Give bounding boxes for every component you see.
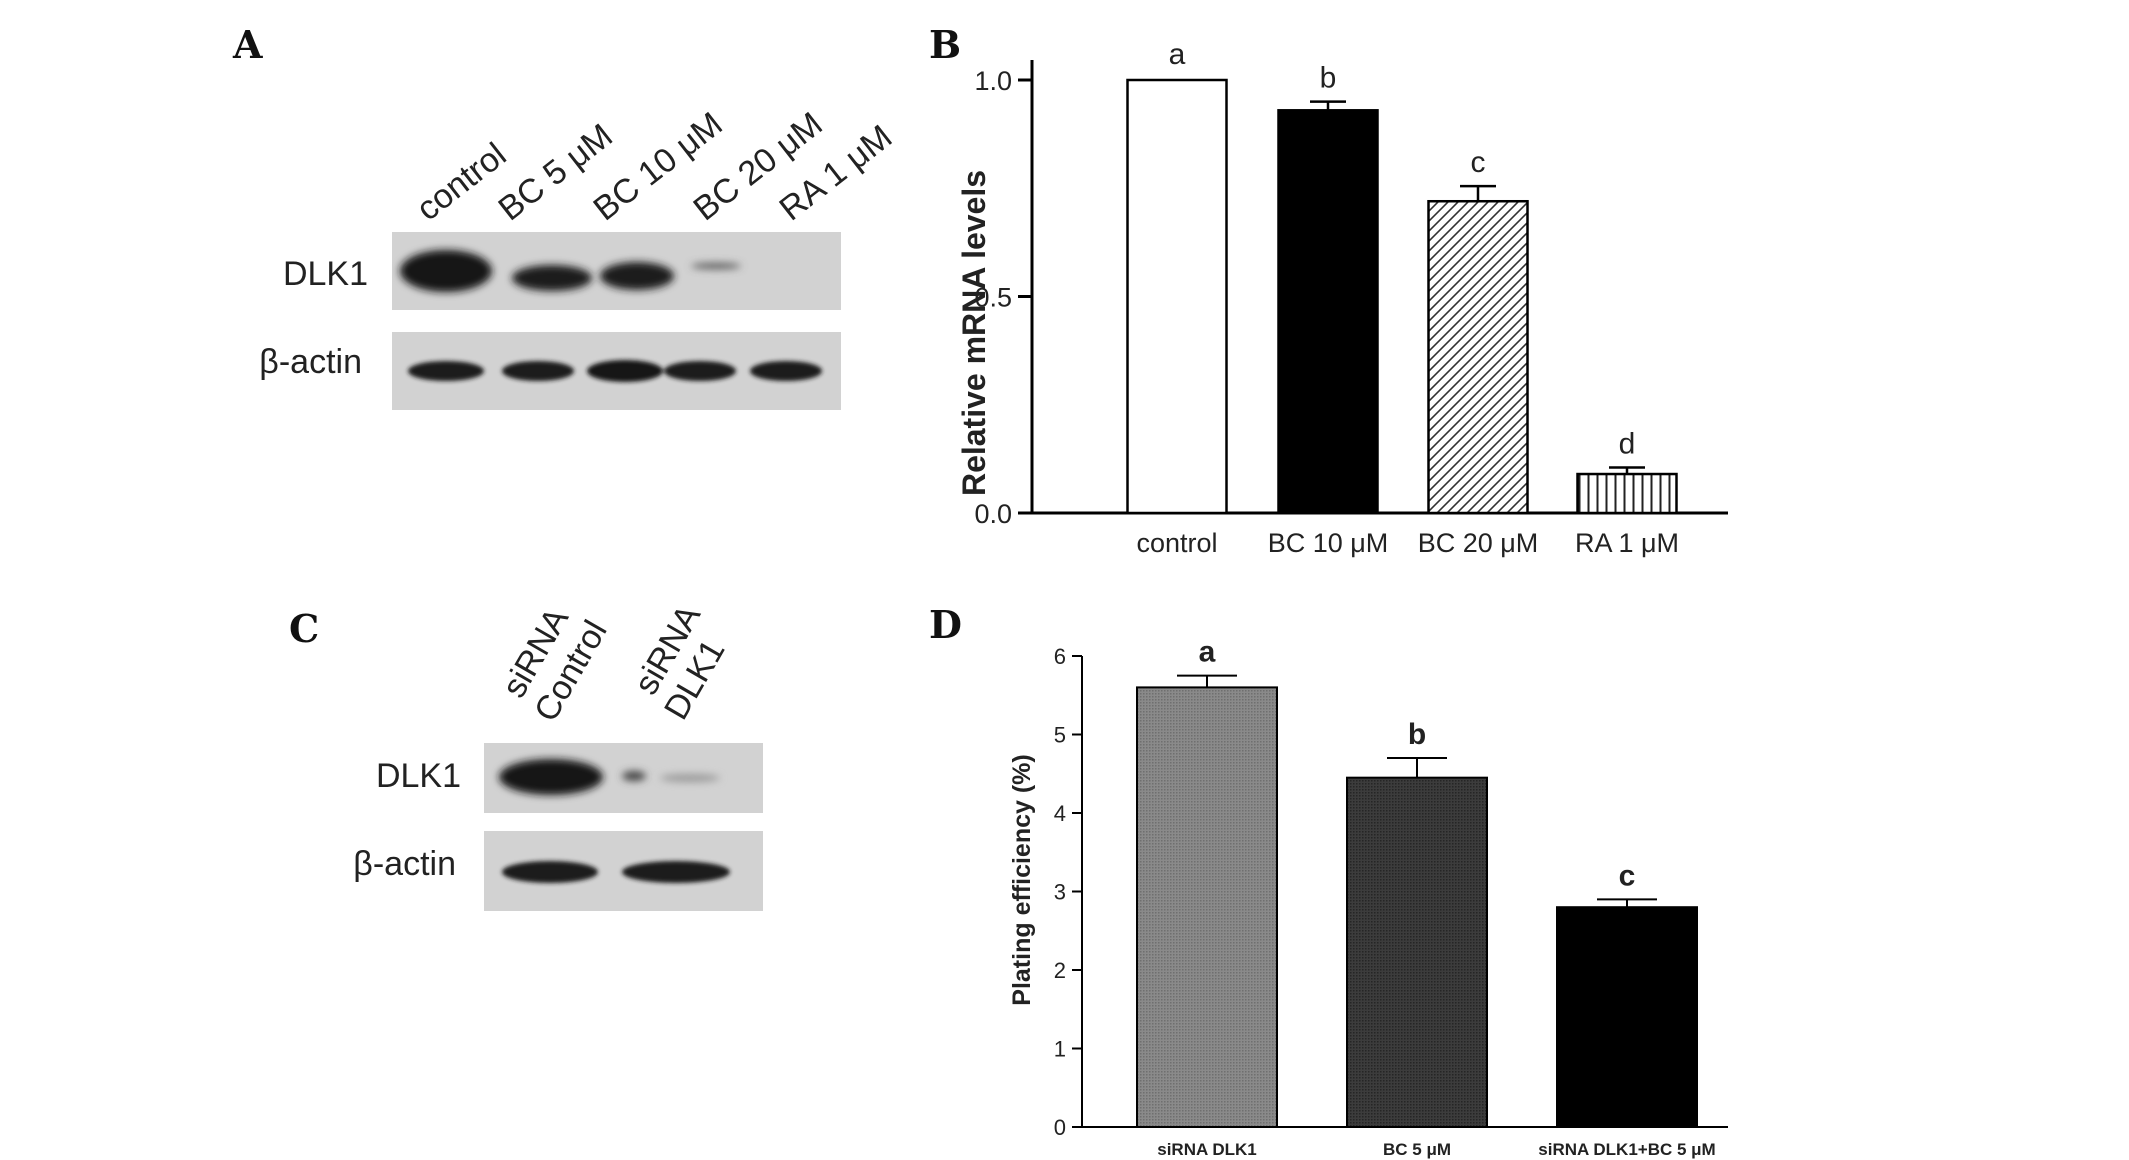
x-tick-label: control <box>1136 528 1217 558</box>
y-tick-label: 3 <box>1054 880 1066 905</box>
panel-label-b: B <box>929 22 961 67</box>
panel-label-c: C <box>289 606 319 651</box>
significance-label: d <box>1619 428 1636 461</box>
y-tick-label: 0.5 <box>974 283 1012 313</box>
y-tick-label: 2 <box>1054 958 1066 983</box>
x-tick-label: BC 20 μM <box>1418 528 1539 558</box>
significance-label: a <box>1169 38 1186 71</box>
bar <box>1556 906 1698 1129</box>
significance-label: b <box>1320 62 1337 95</box>
significance-label: b <box>1408 718 1426 751</box>
blot-c-dlk1-bands <box>499 759 720 795</box>
x-tick-label: RA 1 μM <box>1575 528 1679 558</box>
blot-c: siRNA Control siRNA DLK1 DLK1 β-actin <box>353 598 763 911</box>
bar <box>1126 78 1228 515</box>
blot-c-actin-bands <box>502 861 730 883</box>
blot-a: control BC 5 μM BC 10 μM BC 20 μM RA 1 μ… <box>259 105 899 410</box>
y-tick-label: 5 <box>1054 723 1066 748</box>
blot-c-row-label-dlk1: DLK1 <box>376 757 461 795</box>
bar <box>1427 199 1529 515</box>
chart-b-marks: 0.0 0.5 1.0 a control b BC 10 μM c BC 20 μM d RA 1… <box>974 38 1728 558</box>
blot-a-actin-bands <box>408 360 822 382</box>
x-tick-label: BC 10 μM <box>1268 528 1389 558</box>
y-tick-label: 1 <box>1054 1037 1066 1062</box>
y-tick-label: 0 <box>1054 1115 1066 1140</box>
significance-label: a <box>1199 636 1216 669</box>
blot-a-lane-labels: control BC 5 μM BC 10 μM BC 20 μM RA 1 μ… <box>410 105 900 228</box>
x-tick-label: BC 5 μM <box>1383 1140 1451 1159</box>
significance-label: c <box>1471 146 1486 179</box>
lane-label: control <box>410 136 514 229</box>
x-tick-label: siRNA DLK1+BC 5 μM <box>1538 1140 1715 1159</box>
bar <box>1277 109 1379 515</box>
bar <box>1136 686 1278 1129</box>
y-tick-label: 1.0 <box>974 66 1012 96</box>
y-tick-label: 0.0 <box>974 499 1012 529</box>
panel-label-a: A <box>232 22 263 67</box>
blot-a-row-label-actin: β-actin <box>259 343 362 381</box>
blot-a-dlk1-bands <box>400 250 741 292</box>
bar <box>1346 776 1488 1128</box>
blot-c-row-label-actin: β-actin <box>353 845 456 883</box>
bar <box>1576 472 1678 515</box>
significance-label: c <box>1619 859 1636 892</box>
chart-d-marks: 0 1 2 3 4 5 6 a siRNA DLK1 b BC 5 μM c siRNA DLK1+BC… <box>1054 636 1728 1159</box>
chart-b: Relative mRNA levels 0.0 0.5 1.0 a control b B… <box>956 38 1728 558</box>
y-tick-label: 6 <box>1054 644 1066 669</box>
chart-d: Plating efficiency (%) 0 1 2 3 4 5 6 a siRNA DLK… <box>1008 636 1728 1159</box>
panel-label-d: D <box>929 602 962 647</box>
chart-d-y-axis-label: Plating efficiency (%) <box>1008 754 1036 1005</box>
blot-a-row-label-dlk1: DLK1 <box>283 255 368 293</box>
y-tick-label: 4 <box>1054 801 1066 826</box>
x-tick-label: siRNA DLK1 <box>1157 1140 1257 1159</box>
chart-b-y-axis-label: Relative mRNA levels <box>956 170 992 496</box>
blot-c-lane-labels: siRNA Control siRNA DLK1 <box>495 598 732 728</box>
